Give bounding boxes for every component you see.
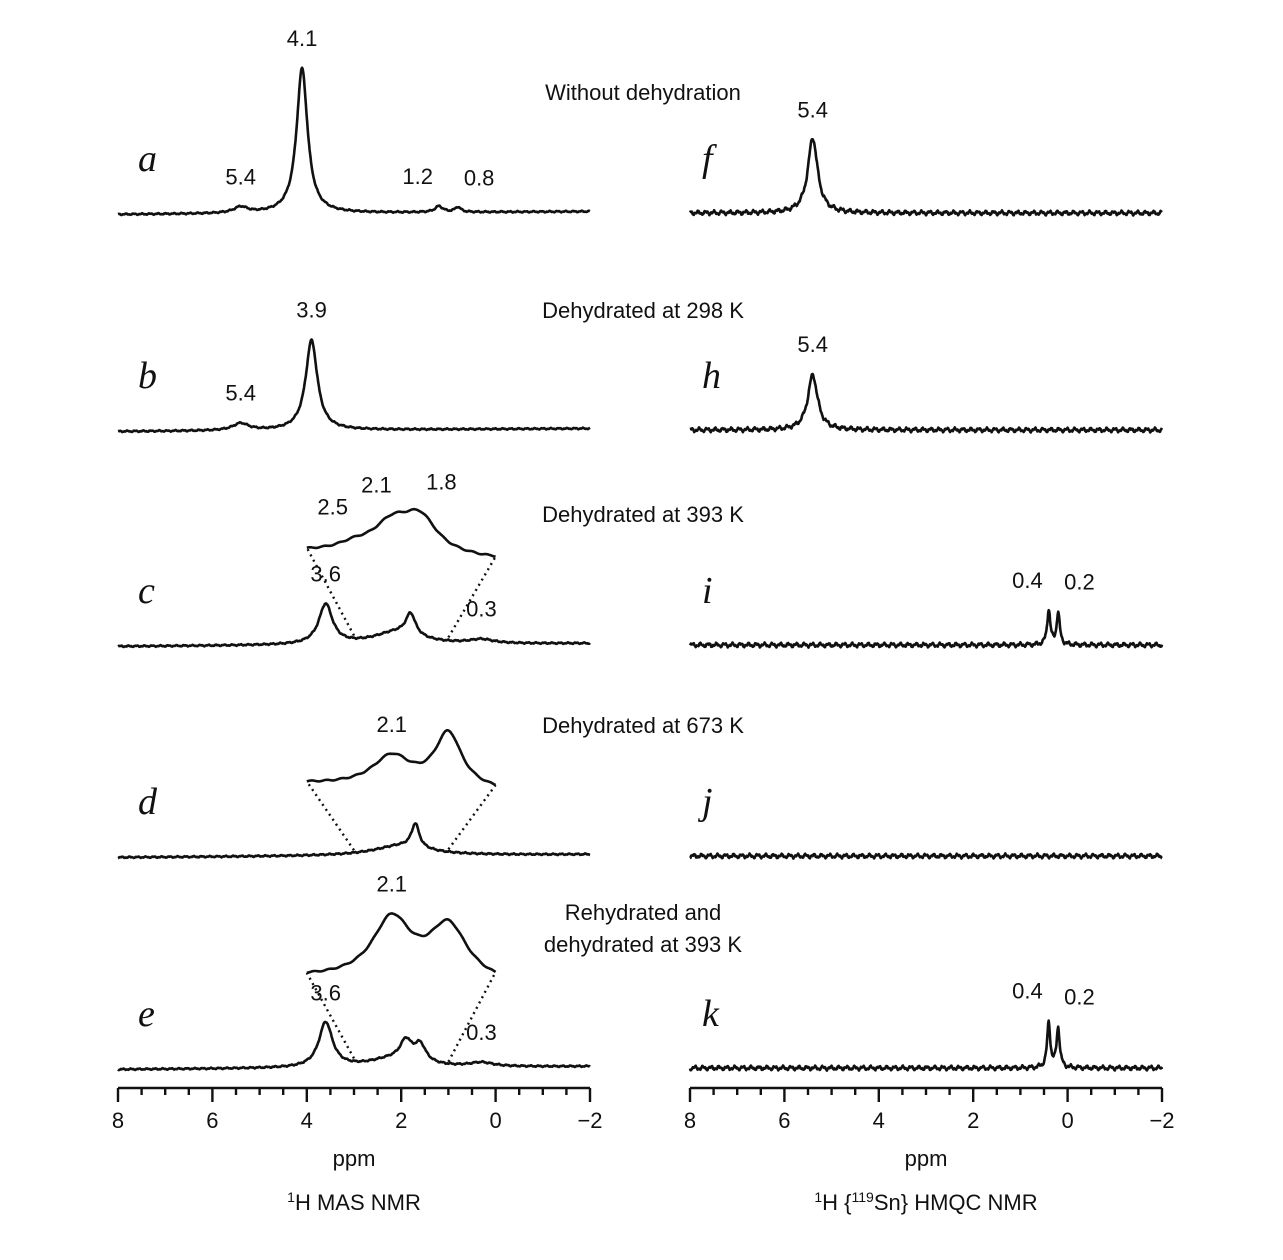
title-part: 1 [287, 1189, 295, 1205]
inset-connector [447, 971, 497, 1063]
inset-curve [306, 729, 497, 787]
spectrum-curve [117, 602, 591, 649]
spectrum-curve [688, 138, 1163, 217]
x-axis-title: 1H MAS NMR [287, 1189, 421, 1215]
spectrum-letter: k [702, 993, 720, 1035]
spectrum-curve [117, 822, 591, 860]
peak-label: 0.8 [464, 165, 495, 190]
spectrum-letter: c [138, 570, 155, 612]
spectrum-letter: j [697, 781, 713, 823]
spectrum-letter: d [138, 781, 158, 823]
peak-label: 2.5 [317, 494, 348, 519]
peak-label: 2.1 [376, 712, 407, 737]
condition-label: Dehydrated at 393 K [542, 502, 744, 527]
peak-label: 0.4 [1012, 979, 1043, 1004]
condition-label: Dehydrated at 673 K [542, 713, 744, 738]
inset-connector [447, 555, 497, 639]
spectrum-letter: b [138, 355, 157, 397]
peak-label: 0.2 [1064, 985, 1095, 1010]
peak-label: 2.1 [376, 871, 407, 896]
inset-curve [306, 507, 497, 558]
peak-label: 4.1 [287, 26, 318, 51]
inset-connector [305, 972, 356, 1060]
spectrum-letter: f [702, 138, 717, 180]
x-tick-label: 8 [684, 1108, 696, 1133]
x-tick-label: 4 [873, 1108, 885, 1133]
x-tick-label: −2 [1149, 1108, 1174, 1133]
peak-label: 0.2 [1064, 570, 1095, 595]
title-part: H { [822, 1190, 851, 1215]
x-tick-label: 0 [489, 1108, 501, 1133]
title-part: 119 [852, 1189, 875, 1205]
peak-label: 0.3 [466, 1020, 497, 1045]
condition-label: Dehydrated at 298 K [542, 298, 744, 323]
spectrum-curve [688, 1019, 1164, 1072]
title-part: Sn} HMQC NMR [874, 1190, 1038, 1215]
peak-label: 5.4 [225, 380, 256, 405]
x-tick-label: 0 [1061, 1108, 1073, 1133]
spectrum-letter: i [702, 570, 713, 612]
x-tick-label: 4 [301, 1108, 313, 1133]
x-tick-label: 2 [967, 1108, 979, 1133]
peak-label: 3.6 [310, 980, 341, 1005]
peak-label: 5.4 [225, 165, 256, 190]
inset-connector [447, 784, 497, 851]
spectrum-curve [117, 1020, 591, 1072]
inset-curve [306, 912, 497, 975]
spectrum-letter: a [138, 138, 157, 180]
x-axis-label: ppm [333, 1146, 376, 1171]
x-tick-label: 6 [778, 1108, 790, 1133]
condition-label: dehydrated at 393 K [544, 932, 742, 957]
spectrum-letter: e [138, 993, 155, 1035]
x-tick-label: 8 [112, 1108, 124, 1133]
x-tick-label: −2 [577, 1108, 602, 1133]
spectrum-letter: h [702, 355, 721, 397]
peak-label: 1.2 [402, 164, 433, 189]
condition-label: Without dehydration [545, 80, 741, 105]
title-part: H MAS NMR [295, 1190, 421, 1215]
peak-label: 5.4 [797, 332, 828, 357]
spectrum-curve [117, 338, 591, 434]
peak-label: 2.1 [361, 473, 392, 498]
x-axis-title: 1H {119Sn} HMQC NMR [814, 1189, 1037, 1215]
x-tick-label: 6 [206, 1108, 218, 1133]
spectrum-curve [689, 372, 1164, 434]
x-axis-label: ppm [905, 1146, 948, 1171]
peak-label: 5.4 [797, 97, 828, 122]
title-part: 1 [814, 1189, 822, 1205]
peak-label: 0.4 [1012, 568, 1043, 593]
condition-label: Rehydrated and [565, 900, 722, 925]
spectrum-curve [688, 608, 1164, 649]
spectrum-curve [689, 852, 1163, 860]
peak-label: 1.8 [426, 469, 457, 494]
inset-connector [305, 547, 356, 637]
inset-connector [305, 780, 355, 851]
spectrum-curve [117, 66, 591, 217]
peak-label: 3.9 [296, 297, 327, 322]
x-tick-label: 2 [395, 1108, 407, 1133]
